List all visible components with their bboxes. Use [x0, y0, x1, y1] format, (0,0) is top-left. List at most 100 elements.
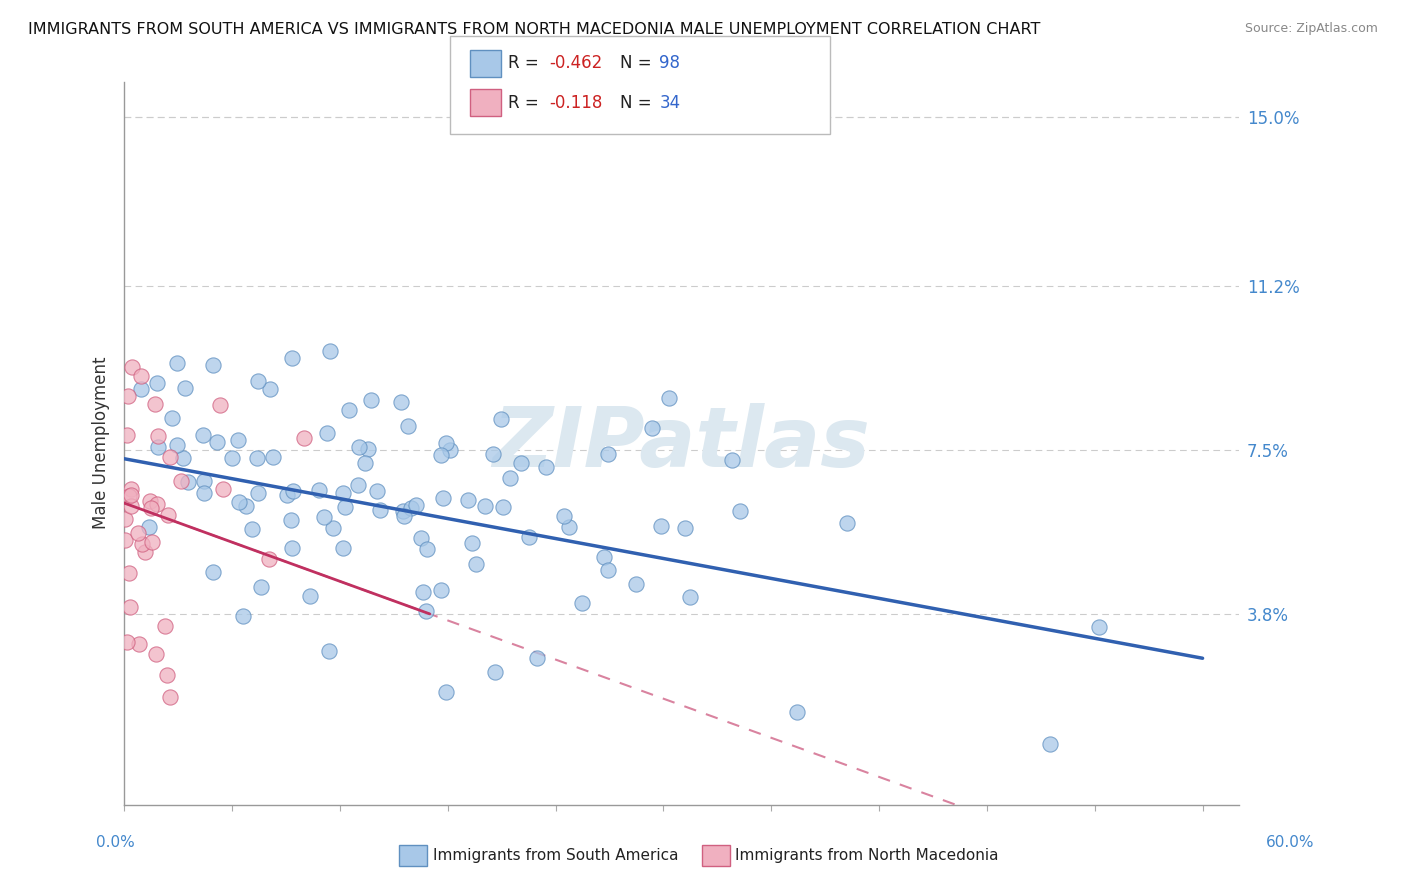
Point [127, 525, 149, 540]
Point [457, 493, 479, 508]
Point [1088, 620, 1111, 634]
Point [221, 450, 243, 465]
Point [128, 637, 150, 651]
Point [166, 438, 188, 452]
Point [166, 356, 188, 370]
Point [138, 494, 160, 508]
Point [392, 508, 415, 523]
Point [474, 499, 496, 513]
Point [347, 440, 370, 454]
Point [129, 382, 152, 396]
Point [481, 447, 503, 461]
Point [202, 566, 225, 580]
Point [139, 501, 162, 516]
Point [318, 344, 340, 359]
Point [392, 504, 415, 518]
Text: 60.0%: 60.0% [1267, 836, 1315, 850]
Point [191, 428, 214, 442]
Point [177, 475, 200, 489]
Point [155, 619, 177, 633]
Point [156, 508, 179, 523]
Point [120, 499, 142, 513]
Point [679, 591, 702, 605]
Point [337, 403, 360, 417]
Point [434, 685, 457, 699]
Point [333, 500, 356, 515]
Point [534, 460, 557, 475]
Point [360, 392, 382, 407]
Point [232, 609, 254, 624]
Point [553, 508, 575, 523]
Point [593, 549, 616, 564]
Point [728, 504, 751, 518]
Point [228, 495, 250, 509]
Text: Source: ZipAtlas.com: Source: ZipAtlas.com [1244, 22, 1378, 36]
Point [240, 523, 263, 537]
Text: N =: N = [620, 94, 657, 112]
Text: Immigrants from South America: Immigrants from South America [433, 848, 679, 863]
Point [315, 426, 337, 441]
Point [159, 450, 181, 464]
Point [332, 541, 354, 555]
Point [131, 537, 153, 551]
Point [129, 368, 152, 383]
Text: IMMIGRANTS FROM SOUTH AMERICA VS IMMIGRANTS FROM NORTH MACEDONIA MALE UNEMPLOYME: IMMIGRANTS FROM SOUTH AMERICA VS IMMIGRA… [28, 22, 1040, 37]
Point [416, 542, 439, 557]
Point [120, 488, 142, 502]
Point [280, 513, 302, 527]
Point [499, 470, 522, 484]
Point [250, 580, 273, 594]
Point [114, 533, 136, 548]
Point [721, 453, 744, 467]
Point [786, 705, 808, 719]
Point [434, 436, 457, 450]
Point [484, 665, 506, 679]
Point [262, 450, 284, 465]
Point [396, 419, 419, 434]
Point [492, 500, 515, 515]
Point [146, 376, 169, 390]
Point [596, 563, 619, 577]
Point [405, 498, 427, 512]
Point [526, 651, 548, 665]
Point [134, 545, 156, 559]
Point [389, 395, 412, 409]
Point [120, 599, 142, 614]
Point [439, 443, 461, 458]
Point [115, 635, 138, 649]
Point [121, 360, 143, 375]
Point [120, 482, 142, 496]
Point [510, 456, 533, 470]
Point [658, 391, 681, 405]
Point [201, 358, 224, 372]
Point [464, 557, 486, 571]
Point [174, 381, 197, 395]
Point [332, 486, 354, 500]
Point [118, 566, 141, 580]
Point [257, 552, 280, 566]
Text: 34: 34 [659, 94, 681, 112]
Point [193, 475, 215, 489]
Y-axis label: Male Unemployment: Male Unemployment [93, 357, 110, 530]
Point [517, 530, 540, 544]
Point [624, 577, 647, 591]
Point [170, 474, 193, 488]
Point [141, 535, 163, 549]
Point [641, 420, 664, 434]
Point [145, 397, 167, 411]
Point [160, 410, 183, 425]
Text: Immigrants from North Macedonia: Immigrants from North Macedonia [735, 848, 998, 863]
Text: ZIPatlas: ZIPatlas [492, 402, 870, 483]
Point [283, 484, 305, 499]
Point [172, 450, 194, 465]
Point [837, 516, 859, 531]
Point [276, 488, 298, 502]
Point [558, 519, 581, 533]
Point [430, 448, 453, 462]
Point [114, 511, 136, 525]
Point [212, 482, 235, 496]
Point [308, 483, 330, 497]
Point [259, 382, 281, 396]
Point [411, 531, 433, 545]
Point [209, 397, 232, 411]
